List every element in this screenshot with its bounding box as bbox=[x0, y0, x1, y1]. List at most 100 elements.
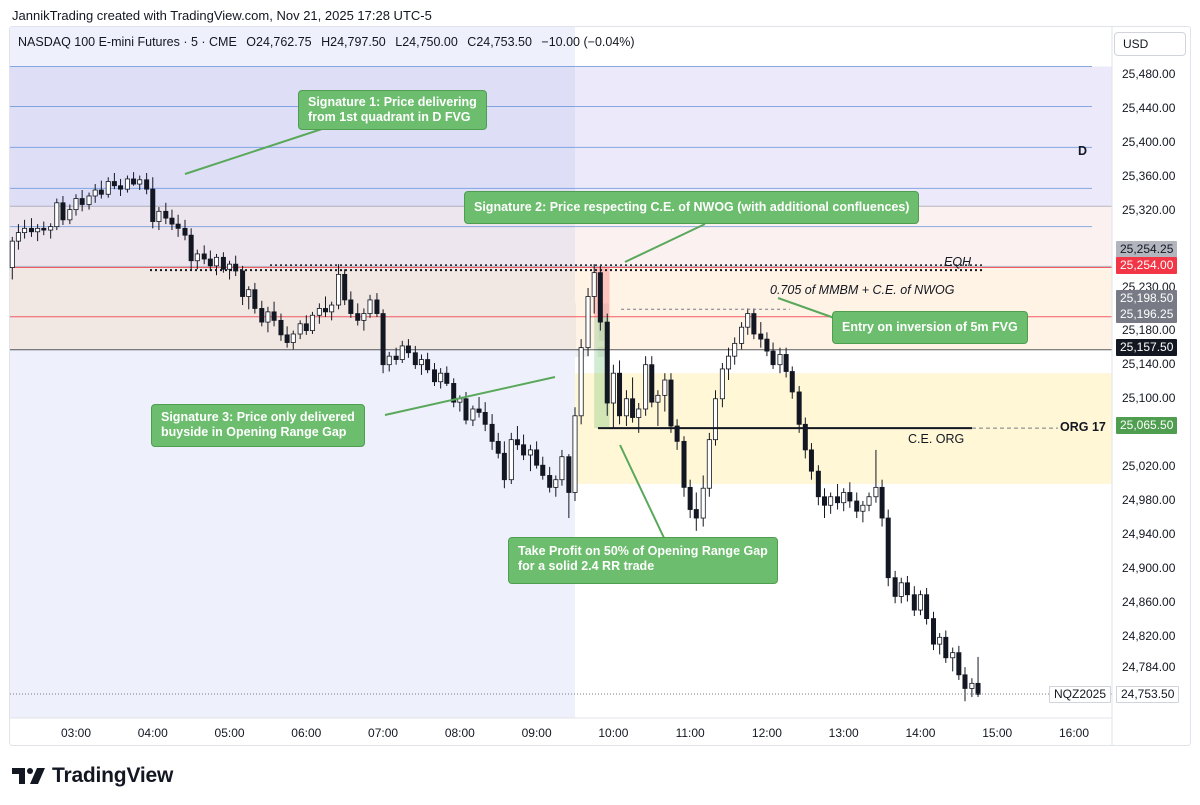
candle-15 bbox=[105, 177, 111, 198]
candle-body-132 bbox=[854, 500, 860, 512]
candle-body-29 bbox=[194, 253, 200, 262]
x-tick-7: 10:00 bbox=[598, 726, 629, 740]
x-tick-0: 03:00 bbox=[60, 726, 92, 740]
candle-body-148 bbox=[956, 652, 962, 676]
candle-42 bbox=[278, 313, 284, 341]
candle-134 bbox=[866, 492, 872, 512]
ticker-tag: NQZ2025 bbox=[1049, 686, 1112, 703]
candle-34 bbox=[227, 260, 233, 280]
candle-112 bbox=[726, 347, 732, 381]
candle-body-122 bbox=[789, 371, 795, 393]
candle-body-140 bbox=[904, 582, 910, 596]
candle-body-79 bbox=[514, 439, 520, 446]
y-tick-15: 24,820.00 bbox=[1122, 629, 1176, 644]
candle-24 bbox=[163, 202, 169, 225]
candle-body-53 bbox=[348, 299, 354, 314]
candle-body-6 bbox=[48, 226, 54, 231]
candle-body-73 bbox=[476, 408, 482, 413]
candle-85 bbox=[553, 475, 559, 497]
candle-129 bbox=[835, 483, 841, 510]
candle-87 bbox=[566, 454, 572, 519]
candle-67 bbox=[438, 368, 444, 389]
candle-body-85 bbox=[553, 479, 559, 488]
candle-68 bbox=[444, 366, 450, 386]
candle-41 bbox=[271, 301, 277, 327]
candle-73 bbox=[476, 397, 482, 418]
tradingview-logo-icon bbox=[12, 765, 46, 787]
candle-body-18 bbox=[124, 178, 130, 190]
candle-body-78 bbox=[508, 439, 514, 481]
candle-body-57 bbox=[374, 299, 380, 314]
candle-2 bbox=[22, 219, 28, 239]
candle-39 bbox=[259, 300, 265, 327]
x-tick-8: 11:00 bbox=[675, 726, 705, 740]
candle-28 bbox=[188, 228, 194, 271]
candle-body-127 bbox=[822, 496, 828, 506]
callout-take-profit: Take Profit on 50% of Opening Range Gap … bbox=[508, 537, 778, 584]
price-tag-ce-org: 25,065.50 bbox=[1116, 417, 1178, 434]
candle-90 bbox=[585, 288, 591, 357]
candle-138 bbox=[892, 570, 898, 604]
candle-108 bbox=[700, 475, 706, 527]
y-tick-2: 25,400.00 bbox=[1122, 135, 1176, 150]
candle-body-67 bbox=[438, 372, 444, 383]
candle-123 bbox=[796, 385, 802, 433]
candle-body-117 bbox=[758, 333, 764, 340]
callout-signature-1-line-1: Signature 1: Price delivering bbox=[308, 95, 477, 109]
candle-17 bbox=[118, 178, 124, 196]
candle-47 bbox=[309, 311, 315, 335]
candle-49 bbox=[322, 296, 328, 317]
last-price-tag: 24,753.50 bbox=[1116, 686, 1180, 703]
candle-83 bbox=[540, 456, 546, 480]
candle-body-86 bbox=[559, 456, 565, 481]
candle-body-89 bbox=[578, 347, 584, 417]
candle-149 bbox=[962, 667, 968, 702]
candle-body-149 bbox=[962, 674, 968, 689]
y-tick-7: 25,140.00 bbox=[1122, 356, 1176, 371]
candle-63 bbox=[412, 345, 418, 369]
candle-132 bbox=[854, 492, 860, 519]
levels-layer bbox=[10, 65, 1112, 351]
candle-27 bbox=[182, 219, 188, 241]
candle-body-40 bbox=[265, 311, 271, 323]
candle-133 bbox=[860, 501, 866, 523]
tradingview-logo-text: TradingView bbox=[52, 764, 174, 787]
callout-entry: Entry on inversion of 5m FVG bbox=[832, 311, 1028, 344]
candle-body-17 bbox=[118, 185, 124, 190]
candle-body-2 bbox=[22, 227, 28, 234]
tradingview-logo[interactable]: TradingView bbox=[12, 764, 173, 788]
candle-body-107 bbox=[693, 509, 699, 519]
candle-body-134 bbox=[866, 496, 872, 506]
callout-signature-2: Signature 2: Price respecting C.E. of NW… bbox=[464, 191, 920, 224]
candle-61 bbox=[399, 340, 405, 363]
candle-125 bbox=[808, 443, 814, 480]
y-tick-1: 25,440.00 bbox=[1122, 101, 1176, 116]
candle-43 bbox=[284, 326, 290, 348]
candle-79 bbox=[514, 426, 520, 450]
currency-selector[interactable]: USD bbox=[1114, 32, 1186, 56]
candle-92 bbox=[597, 265, 603, 331]
candle-146 bbox=[943, 630, 949, 663]
candle-11 bbox=[79, 190, 85, 212]
candle-25 bbox=[169, 209, 175, 231]
candle-144 bbox=[931, 611, 937, 651]
candle-body-56 bbox=[367, 299, 373, 314]
candle-body-150 bbox=[969, 682, 975, 689]
overnight-session-bg bbox=[10, 27, 575, 718]
candle-body-25 bbox=[169, 217, 175, 225]
candle-body-61 bbox=[399, 345, 405, 360]
candle-body-118 bbox=[764, 338, 770, 352]
candle-33 bbox=[220, 252, 226, 273]
candle-77 bbox=[501, 441, 507, 489]
candle-body-133 bbox=[860, 504, 866, 512]
candle-139 bbox=[898, 577, 904, 604]
candle-body-68 bbox=[444, 372, 450, 384]
callout-signature-2-line-1: Signature 2: Price respecting C.E. of NW… bbox=[474, 200, 910, 214]
candle-1 bbox=[15, 224, 21, 250]
candle-52 bbox=[342, 269, 348, 306]
candle-51 bbox=[336, 264, 342, 310]
candle-body-131 bbox=[847, 492, 853, 502]
org-label: ORG 17 bbox=[1060, 420, 1106, 434]
candle-18 bbox=[124, 175, 130, 193]
